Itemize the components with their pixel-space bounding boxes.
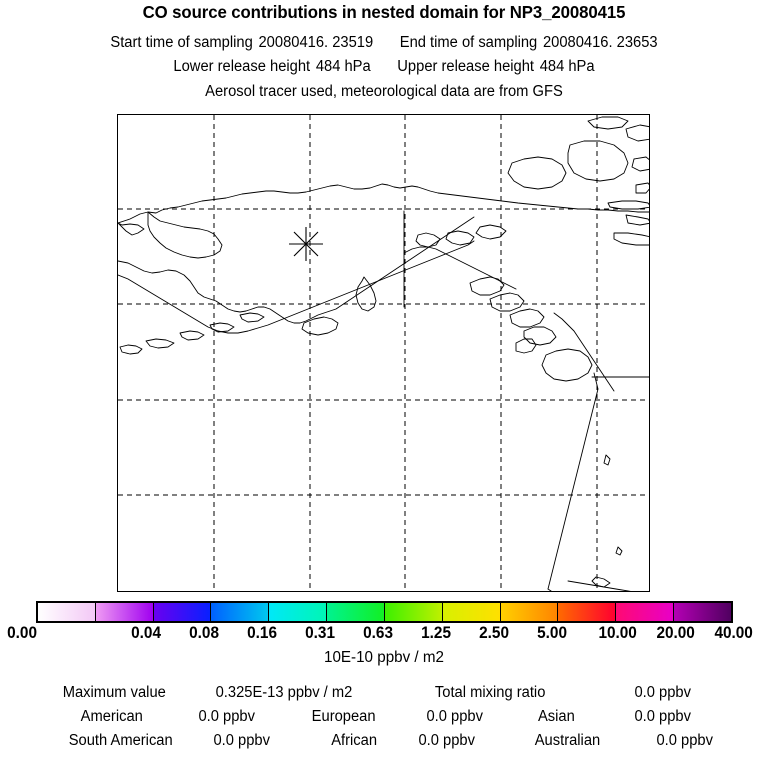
colorbar-segment-dark-purple [674, 603, 731, 621]
start-time-value: 20080416. 23519 [258, 34, 374, 51]
colorbar-tick-3: 0.16 [247, 624, 278, 642]
release-point-marker [289, 227, 323, 261]
colorbar-segment-orange-red [558, 603, 617, 621]
colorbar-tick-4: 0.31 [305, 624, 336, 642]
region-label-european: European [311, 708, 376, 725]
upper-release-height-label: Upper release height [397, 58, 535, 75]
stats-row-north: American 0.0 ppbv European 0.0 ppbv Asia… [0, 708, 768, 732]
colorbar-tick-0: 0.00 [7, 624, 38, 642]
upper-release-height-value: 484 hPa [539, 58, 595, 75]
stats-row-south: South American 0.0 ppbv African 0.0 ppbv… [0, 732, 768, 756]
region-label-african: African [331, 732, 378, 749]
map-canvas [118, 115, 649, 591]
colorbar-segment-cyan [269, 603, 328, 621]
stats-row-summary: Maximum value 0.325E-13 ppbv / m2 Total … [0, 684, 768, 708]
map-gridlines [118, 115, 649, 591]
colorbar-tick-2: 0.08 [189, 624, 220, 642]
region-label-asian: Asian [537, 708, 575, 725]
colorbar-tick-labels: 0.00 0.04 0.08 0.16 0.31 0.63 1.25 2.50 5.00 10.0… [0, 624, 768, 646]
maximum-value-label: Maximum value [62, 684, 166, 701]
colorbar-tick-8: 5.00 [537, 624, 568, 642]
map-coastlines [118, 116, 649, 591]
total-mixing-ratio-label: Total mixing ratio [434, 684, 546, 701]
total-mixing-ratio-value: 0.0 ppbv [634, 684, 691, 701]
colorbar-gradient-strip [36, 601, 733, 623]
colorbar-segment-violet [95, 603, 154, 621]
colorbar-tick-9: 10.00 [597, 624, 637, 642]
maximum-value-value: 0.325E-13 ppbv / m2 [215, 684, 353, 701]
region-value-australian: 0.0 ppbv [656, 732, 713, 749]
colorbar-tick-11: 40.00 [713, 624, 753, 642]
colorbar-tick-7: 2.50 [479, 624, 510, 642]
region-value-asian: 0.0 ppbv [634, 708, 691, 725]
colorbar-segment-magenta [616, 603, 675, 621]
region-value-south-american: 0.0 ppbv [213, 732, 270, 749]
lower-release-height-label: Lower release height [173, 58, 311, 75]
end-time-value: 20080416. 23653 [542, 34, 658, 51]
colorbar-tick-1: 0.04 [131, 624, 162, 642]
colorbar-segment-yellow-orange [500, 603, 559, 621]
colorbar-segment-blue-violet [153, 603, 212, 621]
colorbar-segment-spring-green [327, 603, 385, 621]
tracer-note: Aerosol tracer used, meteorological data… [205, 83, 563, 100]
lower-release-height-value: 484 hPa [315, 58, 371, 75]
release-height-line: Lower release height 484 hPa Upper release… [19, 58, 749, 76]
colorbar-segment-white-pink [38, 603, 96, 621]
region-value-african: 0.0 ppbv [418, 732, 475, 749]
colorbar-segment-yellow [442, 603, 501, 621]
start-time-label: Start time of sampling [110, 34, 253, 51]
colorbar-tick-6: 1.25 [421, 624, 452, 642]
page-title: CO source contributions in nested domain… [142, 2, 626, 22]
region-label-south-american: South American [68, 732, 173, 749]
map-panel[interactable] [117, 114, 650, 592]
colorbar-tick-10: 20.00 [655, 624, 695, 642]
colorbar-unit-label: 10E-10 ppbv / m2 [324, 649, 444, 666]
region-label-australian: Australian [534, 732, 601, 749]
end-time-label: End time of sampling [399, 34, 538, 51]
colorbar-segment-green-lime [384, 603, 443, 621]
region-value-european: 0.0 ppbv [426, 708, 483, 725]
sampling-time-line: Start time of sampling 20080416. 23519 End… [19, 34, 749, 52]
region-label-american: American [80, 708, 143, 725]
colorbar-segment-blue-cyan [211, 603, 270, 621]
colorbar-tick-5: 0.63 [363, 624, 394, 642]
region-value-american: 0.0 ppbv [198, 708, 255, 725]
colorbar [36, 601, 733, 623]
